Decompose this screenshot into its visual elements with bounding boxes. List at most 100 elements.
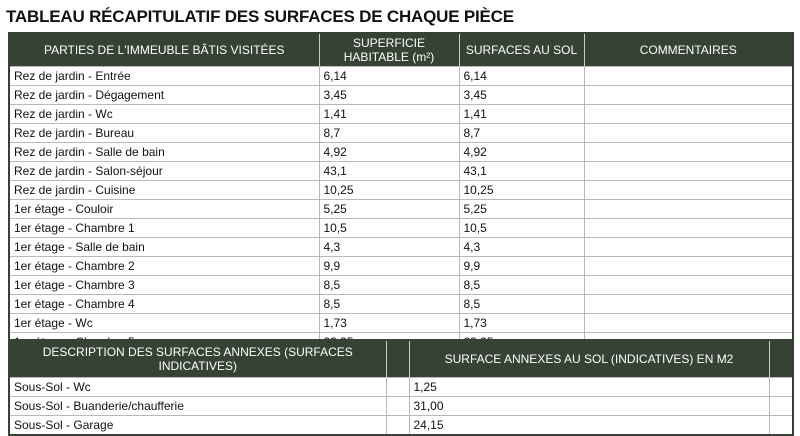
- table-row: 1er étage - Salle de bain 4,3 4,3: [8, 237, 794, 257]
- value-cell: 1,73: [458, 313, 585, 333]
- value-cell: 4,3: [458, 237, 585, 257]
- table-row: Sous-Sol - Wc 1,25: [8, 377, 794, 397]
- value-cell: 8,7: [318, 123, 460, 143]
- value-cell: 4,92: [458, 142, 585, 162]
- value-cell: 4,92: [318, 142, 460, 162]
- table-row: 1er étage - Chambre 1 10,5 10,5: [8, 218, 794, 238]
- value-cell: 9,9: [458, 256, 585, 276]
- spacer-cell: [385, 377, 410, 397]
- comment-cell: [583, 66, 794, 86]
- room-cell: 1er étage - Salle de bain: [8, 237, 320, 257]
- header-cell: COMMENTAIRES: [583, 33, 794, 67]
- table-row: 1er étage - Wc 1,73 1,73: [8, 313, 794, 333]
- value-cell: 8,5: [458, 275, 585, 295]
- table-row: Rez de jardin - Dégagement 3,45 3,45: [8, 85, 794, 105]
- value-cell: 10,25: [458, 180, 585, 200]
- table-row: 1er étage - Chambre 2 9,9 9,9: [8, 256, 794, 276]
- value-cell: 6,14: [318, 66, 460, 86]
- comment-cell: [583, 85, 794, 105]
- header-cell: DESCRIPTION DES SURFACES ANNEXES (SURFAC…: [8, 340, 387, 378]
- value-cell: 43,1: [458, 161, 585, 181]
- table-row: 1er étage - Chambre 3 8,5 8,5: [8, 275, 794, 295]
- annex-cell: Sous-Sol - Wc: [8, 377, 387, 397]
- value-cell: 31,00: [408, 396, 770, 416]
- room-cell: 1er étage - Couloir: [8, 199, 320, 219]
- table-row: Rez de jardin - Cuisine 10,25 10,25: [8, 180, 794, 200]
- value-cell: 5,25: [458, 199, 585, 219]
- value-cell: 8,5: [318, 294, 460, 314]
- table-body: Sous-Sol - Wc 1,25 Sous-Sol - Buanderie/ch…: [8, 377, 794, 436]
- table-row: Rez de jardin - Salle de bain 4,92 4,92: [8, 142, 794, 162]
- table-body: Rez de jardin - Entrée 6,14 6,14 Rez de jar…: [8, 66, 794, 353]
- room-cell: Rez de jardin - Cuisine: [8, 180, 320, 200]
- header-row: PARTIES DE L'IMMEUBLE BÂTIS VISITÉES SUP…: [8, 33, 794, 67]
- room-cell: 1er étage - Chambre 3: [8, 275, 320, 295]
- room-cell: Rez de jardin - Salon-séjour: [8, 161, 320, 181]
- value-cell: 1,73: [318, 313, 460, 333]
- value-cell: 8,5: [318, 275, 460, 295]
- comment-cell: [583, 199, 794, 219]
- table-row: Rez de jardin - Entrée 6,14 6,14: [8, 66, 794, 86]
- value-cell: 3,45: [318, 85, 460, 105]
- header-cell: SURFACES AU SOL: [458, 33, 585, 67]
- comment-cell: [583, 256, 794, 276]
- comment-cell: [583, 104, 794, 124]
- annex-table: DESCRIPTION DES SURFACES ANNEXES (SURFAC…: [8, 339, 794, 436]
- room-cell: 1er étage - Chambre 4: [8, 294, 320, 314]
- room-cell: Rez de jardin - Entrée: [8, 66, 320, 86]
- spacer-cell: [768, 415, 794, 436]
- comment-cell: [583, 237, 794, 257]
- table-row: Rez de jardin - Salon-séjour 43,1 43,1: [8, 161, 794, 181]
- title: TABLEAU RÉCAPITULATIF DES SURFACES DE CH…: [6, 7, 514, 26]
- header-spacer: [768, 340, 794, 378]
- comment-cell: [583, 161, 794, 181]
- spacer-cell: [768, 377, 794, 397]
- room-cell: 1er étage - Wc: [8, 313, 320, 333]
- table-row: Sous-Sol - Garage 24,15: [8, 415, 794, 436]
- spacer-cell: [768, 396, 794, 416]
- header-spacer: [385, 340, 410, 378]
- comment-cell: [583, 294, 794, 314]
- value-cell: 6,14: [458, 66, 585, 86]
- room-cell: 1er étage - Chambre 1: [8, 218, 320, 238]
- value-cell: 1,41: [458, 104, 585, 124]
- header-cell: SUPERFICIE HABITABLE (m²): [318, 33, 460, 67]
- header-row: DESCRIPTION DES SURFACES ANNEXES (SURFAC…: [8, 340, 794, 378]
- table-header: PARTIES DE L'IMMEUBLE BÂTIS VISITÉES SUP…: [8, 33, 794, 67]
- room-cell: Rez de jardin - Wc: [8, 104, 320, 124]
- value-cell: 10,25: [318, 180, 460, 200]
- value-cell: 43,1: [318, 161, 460, 181]
- table-row: Rez de jardin - Wc 1,41 1,41: [8, 104, 794, 124]
- value-cell: 1,41: [318, 104, 460, 124]
- value-cell: 1,25: [408, 377, 770, 397]
- table-row: Sous-Sol - Buanderie/chaufferie 31,00: [8, 396, 794, 416]
- value-cell: 24,15: [408, 415, 770, 436]
- comment-cell: [583, 180, 794, 200]
- table-header: DESCRIPTION DES SURFACES ANNEXES (SURFAC…: [8, 340, 794, 378]
- value-cell: 10,5: [458, 218, 585, 238]
- comment-cell: [583, 313, 794, 333]
- annex-cell: Sous-Sol - Buanderie/chaufferie: [8, 396, 387, 416]
- value-cell: 4,3: [318, 237, 460, 257]
- comment-cell: [583, 218, 794, 238]
- table-row: 1er étage - Chambre 4 8,5 8,5: [8, 294, 794, 314]
- comment-cell: [583, 123, 794, 143]
- room-cell: Rez de jardin - Salle de bain: [8, 142, 320, 162]
- value-cell: 10,5: [318, 218, 460, 238]
- value-cell: 5,25: [318, 199, 460, 219]
- room-cell: Rez de jardin - Dégagement: [8, 85, 320, 105]
- value-cell: 8,7: [458, 123, 585, 143]
- spacer-cell: [385, 396, 410, 416]
- header-cell: PARTIES DE L'IMMEUBLE BÂTIS VISITÉES: [8, 33, 320, 67]
- table-row: Rez de jardin - Bureau 8,7 8,7: [8, 123, 794, 143]
- table-row: 1er étage - Couloir 5,25 5,25: [8, 199, 794, 219]
- comment-cell: [583, 275, 794, 295]
- value-cell: 9,9: [318, 256, 460, 276]
- room-cell: 1er étage - Chambre 2: [8, 256, 320, 276]
- spacer-cell: [385, 415, 410, 436]
- surfaces-table: PARTIES DE L'IMMEUBLE BÂTIS VISITÉES SUP…: [8, 32, 794, 353]
- value-cell: 8,5: [458, 294, 585, 314]
- value-cell: 3,45: [458, 85, 585, 105]
